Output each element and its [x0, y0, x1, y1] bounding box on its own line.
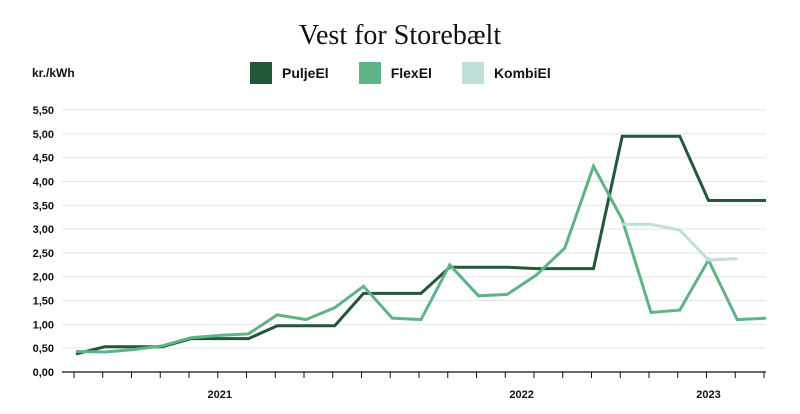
- legend-label-puljeel: PuljeEl: [282, 65, 329, 81]
- y-tick-label: 2,00: [33, 272, 54, 284]
- x-tick-label: 2021: [208, 389, 232, 401]
- series-line-kombiel: [622, 222, 738, 262]
- legend-swatch-flexel: [358, 62, 381, 84]
- x-tick-label: 2023: [696, 389, 720, 401]
- y-tick-label: 3,50: [33, 200, 54, 212]
- legend: PuljeEl FlexEl KombiEl: [250, 62, 581, 84]
- legend-item-puljeel: PuljeEl: [250, 62, 329, 84]
- y-tick-label: 4,00: [33, 176, 54, 188]
- y-tick-label: 3,00: [33, 224, 54, 236]
- y-tick-label: 2,50: [33, 248, 54, 260]
- y-tick-label: 0,50: [33, 343, 54, 355]
- legend-swatch-kombiel: [461, 62, 484, 84]
- y-tick-label: 1,00: [33, 319, 54, 331]
- legend-label-kombiel: KombiEl: [493, 65, 551, 81]
- y-tick-label: 0,00: [33, 367, 54, 379]
- legend-item-flexel: FlexEl: [358, 62, 432, 84]
- y-tick-label: 5,50: [33, 105, 54, 117]
- y-tick-label: 4,50: [33, 153, 54, 165]
- series-line-puljeel: [75, 134, 766, 356]
- legend-swatch-puljeel: [250, 62, 272, 84]
- legend-item-kombiel: KombiEl: [461, 62, 551, 84]
- legend-label-flexel: FlexEl: [390, 65, 432, 81]
- x-tick-label: 2022: [509, 389, 533, 401]
- y-axis-unit-label: kr./kWh: [32, 66, 75, 80]
- series-line-flexel: [75, 162, 767, 354]
- y-tick-label: 1,50: [33, 296, 54, 308]
- chart-title: Vest for Storebælt: [298, 20, 502, 51]
- y-tick-label: 5,00: [33, 129, 54, 141]
